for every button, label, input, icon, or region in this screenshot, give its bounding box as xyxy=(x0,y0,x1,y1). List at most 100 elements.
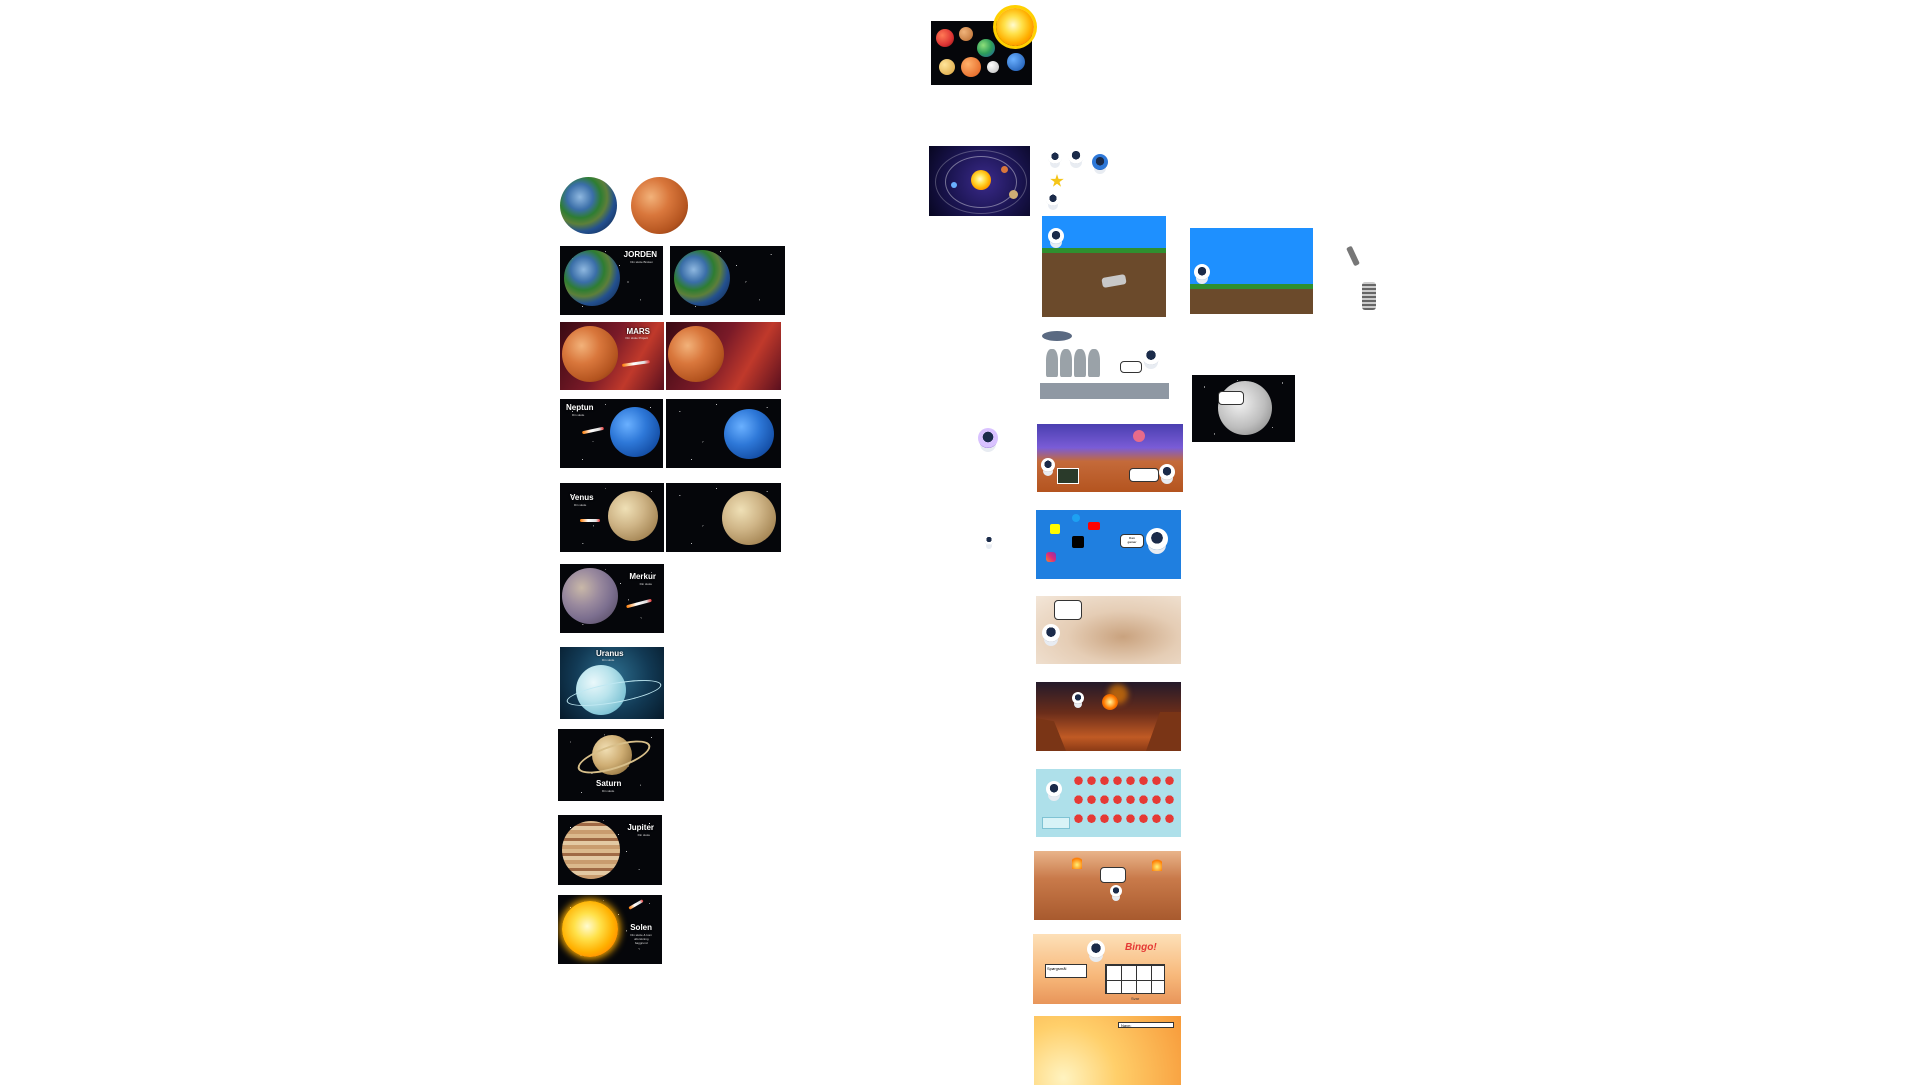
speech-bubble xyxy=(1218,391,1244,405)
astronaut-icon xyxy=(1042,624,1060,642)
slide-title: Neptun xyxy=(566,403,594,412)
sun-icon xyxy=(562,901,618,957)
bingo-caption: Svar xyxy=(1131,996,1140,1001)
astronaut-sticker[interactable] xyxy=(978,428,998,448)
astronaut-sticker[interactable] xyxy=(984,535,994,545)
slide-neptun[interactable]: Neptun Din skole xyxy=(560,399,663,468)
slide-title: Jupiter xyxy=(627,823,654,832)
slide-jupiter[interactable]: Jupiter Din skole xyxy=(558,815,662,885)
spring-icon[interactable] xyxy=(1362,282,1376,310)
name-field[interactable]: Navn: xyxy=(1118,1022,1174,1028)
mars-sphere[interactable] xyxy=(631,177,688,234)
slide-mars[interactable]: MARS Din skole Project xyxy=(560,322,664,390)
sun-icon xyxy=(971,170,991,190)
slide-title: Uranus xyxy=(596,649,624,658)
alien-icon xyxy=(1074,349,1086,377)
slide-moon[interactable] xyxy=(1192,375,1295,442)
balloon-grid xyxy=(1072,773,1176,829)
slide-subtitle: Din skole Project xyxy=(625,336,648,340)
mars-icon xyxy=(562,326,618,382)
slide-solen[interactable]: Solen Din skole & kom utforskning baggru… xyxy=(558,895,662,964)
rocket-icon xyxy=(580,519,600,522)
speech-bubble: Kan gamer xyxy=(1120,534,1144,548)
neptune-icon xyxy=(724,409,774,459)
astronaut-icon xyxy=(1072,692,1084,704)
planet-icon xyxy=(951,182,957,188)
planet-icon xyxy=(939,59,955,75)
alien-icon xyxy=(1088,349,1100,377)
astronaut-icon xyxy=(1142,347,1160,365)
slide-fire-canyon[interactable] xyxy=(1034,851,1181,920)
slide-subtitle: Din skole xyxy=(574,503,587,507)
speech-bubble xyxy=(1120,361,1142,373)
slide-jorden[interactable]: JORDEN Din skole Broken xyxy=(560,246,663,315)
slide-dust-storm[interactable] xyxy=(1036,596,1181,664)
instagram-icon xyxy=(1046,552,1056,562)
planet-icon xyxy=(1133,430,1145,442)
ufo-icon xyxy=(1042,331,1072,341)
astronaut-sticker[interactable] xyxy=(1048,150,1062,164)
slide-final[interactable]: Navn: xyxy=(1034,1016,1181,1085)
earth-sphere[interactable] xyxy=(560,177,617,234)
slide-social-media[interactable]: Kan gamer xyxy=(1036,510,1181,579)
slide-uranus[interactable]: Uranus Din skole xyxy=(560,647,664,719)
slide-title: MARS xyxy=(626,327,650,336)
alien-icon xyxy=(1046,349,1058,377)
moon-ground xyxy=(1040,383,1169,399)
slide-subtitle: Din skole & kom utforskning baggrund xyxy=(630,933,652,945)
twitter-icon xyxy=(1072,514,1080,522)
astronaut-icon xyxy=(1048,228,1064,244)
slide-saturn[interactable]: Saturn Din skole xyxy=(558,729,664,801)
slide-meteor-canyon[interactable] xyxy=(1036,682,1181,751)
slide-sky-grass[interactable] xyxy=(1190,228,1313,314)
slide-aliens[interactable] xyxy=(1040,327,1169,399)
planet-icon xyxy=(961,57,981,77)
slide-subtitle: Din skole xyxy=(602,658,615,662)
slide-title: Merkur xyxy=(629,572,656,581)
rocket-icon xyxy=(581,426,605,435)
question-card: Spørgsmål xyxy=(1045,964,1087,978)
uranus-icon xyxy=(576,665,626,715)
sun-icon xyxy=(996,8,1034,46)
speech-bubble xyxy=(1129,468,1159,482)
slide-neptun-background[interactable] xyxy=(666,399,781,468)
slide-title: JORDEN xyxy=(623,250,657,259)
answer-box[interactable] xyxy=(1042,817,1070,829)
rocket-icon xyxy=(621,360,651,367)
mars-icon xyxy=(668,326,724,382)
star-icon[interactable] xyxy=(1050,174,1064,187)
earth-icon xyxy=(564,250,620,306)
slide-venus-background[interactable] xyxy=(666,483,781,552)
slide-jorden-background[interactable] xyxy=(670,246,785,315)
slide-mars-landscape[interactable] xyxy=(1037,424,1183,492)
slide-subtitle: Din skole xyxy=(639,582,652,586)
slide-title: Saturn xyxy=(596,779,622,788)
slide-balloons[interactable] xyxy=(1036,769,1181,837)
youtube-icon xyxy=(1088,522,1100,530)
slide-solar-system[interactable] xyxy=(929,146,1030,216)
astronaut-icon xyxy=(1110,885,1122,897)
bingo-grid[interactable] xyxy=(1105,964,1165,994)
astronaut-icon xyxy=(1159,464,1175,480)
rocket-icon xyxy=(626,598,652,609)
planet-icon xyxy=(959,27,973,41)
slide-sky-ground[interactable] xyxy=(1042,216,1166,317)
bingo-title: Bingo! xyxy=(1125,942,1157,953)
signboard-icon xyxy=(1057,468,1079,484)
tiktok-icon xyxy=(1072,536,1084,548)
fire-icon xyxy=(1152,857,1162,871)
slide-subtitle: Din skole xyxy=(572,413,585,417)
slide-bingo[interactable]: Bingo! Spørgsmål Svar xyxy=(1033,934,1181,1004)
wrench-icon[interactable] xyxy=(1346,245,1360,267)
slide-merkur[interactable]: Merkur Din skole xyxy=(560,564,664,633)
astronaut-sticker[interactable] xyxy=(1046,192,1060,206)
astronaut-icon xyxy=(1146,528,1168,550)
speech-bubble xyxy=(1054,600,1082,620)
earth-icon xyxy=(674,250,730,306)
astronaut-sticker[interactable] xyxy=(1092,154,1108,170)
slide-venus[interactable]: Venus Din skole xyxy=(560,483,664,552)
neptune-icon xyxy=(610,407,660,457)
astronaut-sticker[interactable] xyxy=(1068,148,1084,164)
slide-mars-background[interactable] xyxy=(666,322,781,390)
